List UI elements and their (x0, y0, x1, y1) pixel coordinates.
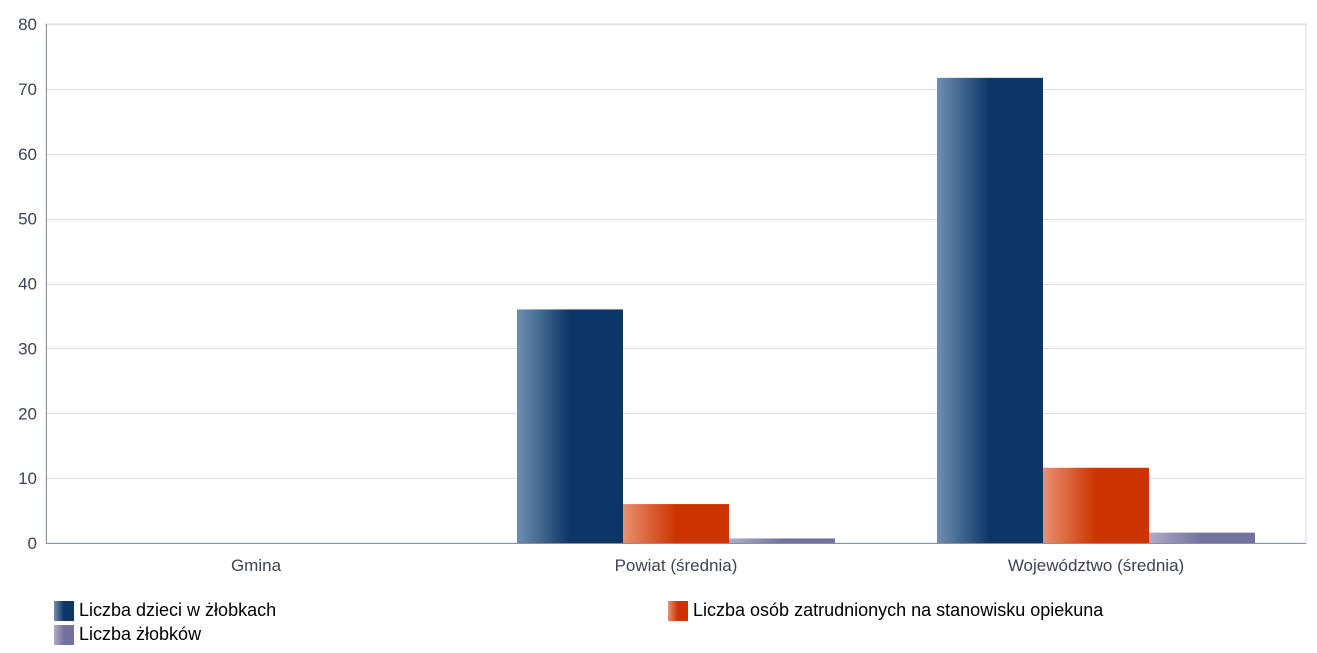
y-tick-label: 80 (18, 15, 37, 34)
plot-area (45, 23, 1307, 544)
x-tick-label: Gmina (231, 556, 282, 575)
bars (517, 77, 1255, 543)
y-tick-label: 40 (18, 275, 37, 294)
bar (517, 309, 623, 543)
bar (1149, 532, 1255, 543)
gridlines (45, 23, 1307, 544)
axes: 0 10 20 30 40 50 60 70 80 Gmina Powiat (średnia) Wo… (18, 15, 1306, 575)
y-tick-label: 10 (18, 469, 37, 488)
x-tick-label: Województwo (średnia) (1008, 556, 1184, 575)
y-tick-label: 0 (28, 534, 37, 553)
bar (729, 538, 835, 543)
bar (937, 77, 1043, 543)
y-tick-label: 30 (18, 339, 37, 358)
y-tick-label: 60 (18, 145, 37, 164)
y-tick-label: 70 (18, 80, 37, 99)
y-tick-label: 50 (18, 210, 37, 229)
bar (623, 504, 729, 543)
bar (1043, 467, 1149, 543)
x-tick-label: Powiat (średnia) (615, 556, 738, 575)
y-tick-label: 20 (18, 404, 37, 423)
